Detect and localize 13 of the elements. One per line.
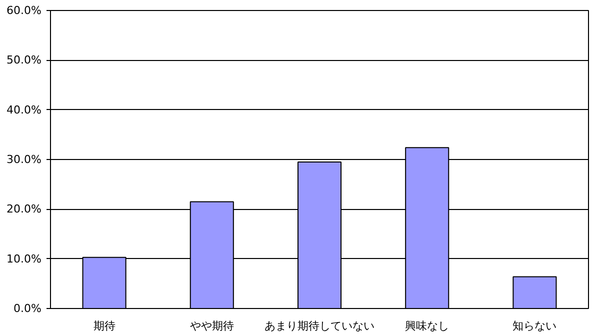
y-tick-label: 20.0%: [6, 202, 42, 216]
x-tick-label: あまり期待していない: [264, 320, 374, 332]
y-tick-label: 60.0%: [6, 4, 42, 17]
x-tick-label: やや期待: [190, 320, 234, 332]
bar: [512, 276, 557, 308]
y-tick-label: 10.0%: [6, 252, 42, 266]
x-tick-label: 期待: [93, 320, 116, 332]
y-tick-label: 30.0%: [6, 153, 42, 166]
y-tick-label: 0.0%: [14, 302, 42, 315]
x-tick-label: 興味なし: [405, 320, 450, 332]
x-tick-label: 知らない: [512, 320, 557, 332]
y-tick-label: 50.0%: [6, 54, 42, 67]
y-tick-label: 40.0%: [6, 103, 42, 116]
